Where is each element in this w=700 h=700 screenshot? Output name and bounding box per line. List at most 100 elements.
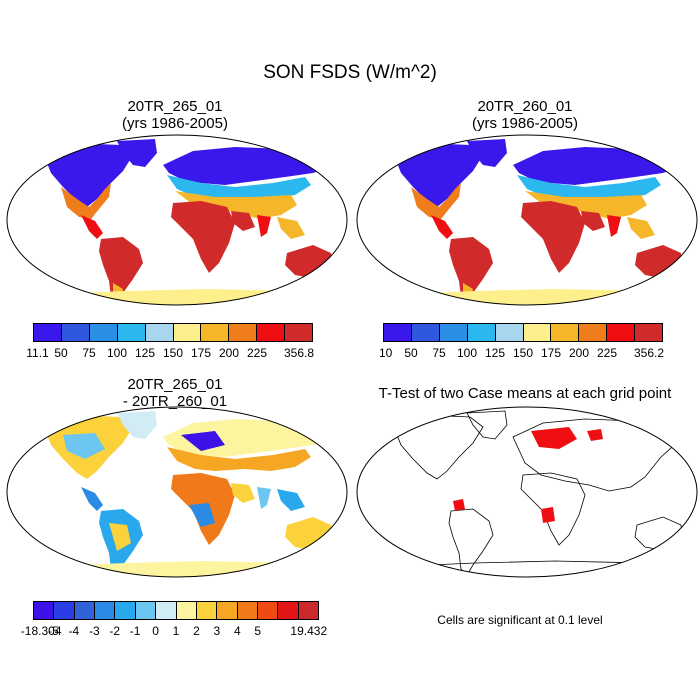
title-line-2: (yrs 1986-2005) (472, 115, 578, 132)
colorbar-swatch (116, 324, 145, 341)
colorbar-swatch (34, 324, 61, 341)
colorbar-tick-label: 5 (254, 624, 262, 638)
colorbar-swatch (155, 602, 176, 619)
colorbar-tick-label: 225 (246, 346, 268, 360)
significant-europe (531, 427, 577, 449)
colorbar-swatch (195, 602, 217, 619)
colorbar-tick-label: 200 (218, 346, 240, 360)
map-bottom-right (356, 406, 698, 578)
north-america-coast (392, 414, 484, 480)
arabia (231, 483, 255, 503)
colorbar-tick-label: -2 (109, 624, 121, 638)
europe-anomaly-cool (181, 431, 225, 451)
north-america-south (61, 183, 111, 219)
colorbar-tick-label: -18.304 (20, 624, 62, 638)
south-america-anomaly-warm (109, 523, 131, 551)
panel-title-bottom-left: 20TR_265_01 - 20TR_260_01 (5, 376, 345, 410)
colorbar-swatch (578, 324, 607, 341)
greenland-coast (466, 410, 508, 440)
colorbar-swatch (494, 324, 523, 341)
colorbar-top-right (383, 323, 663, 342)
colorbar-labels-bottom-left: -18.304 -5 -4 -3 -2 -1 0 1 2 3 4 5 19.432 (21, 624, 327, 638)
significant-asia (587, 429, 603, 441)
map-outline (356, 406, 698, 578)
significant-south-america (453, 499, 465, 511)
north-america (393, 143, 483, 207)
colorbar-swatch (60, 324, 89, 341)
significance-note: Cells are significant at 0.1 level (437, 613, 603, 627)
map-top-right (356, 134, 698, 306)
colorbar-swatch (284, 324, 313, 341)
colorbar-tick-label: 100 (106, 346, 128, 360)
greenland (467, 139, 507, 167)
colorbar-swatch (134, 602, 156, 619)
colorbar-swatch (410, 324, 439, 341)
title-line-2: (yrs 1986-2005) (122, 115, 228, 132)
asia-south (175, 191, 297, 219)
title-line-1: 20TR_260_01 (477, 98, 573, 115)
southeast-asia (627, 217, 655, 239)
southeast-asia (277, 217, 305, 239)
colorbar-tick-label: -1 (129, 624, 141, 638)
colorbar-swatch (522, 324, 551, 341)
colorbar-swatch (114, 602, 135, 619)
colorbar-tick-label: 356.8 (283, 346, 315, 360)
greenland (117, 411, 157, 439)
significant-africa (541, 507, 555, 523)
colorbar-top-left (33, 323, 313, 342)
india (257, 487, 271, 509)
colorbar-labels-top-left: 11.1 50 75 100 125 150 175 200 225 356.8 (26, 346, 315, 360)
arabia (231, 211, 255, 231)
colorbar-swatch (53, 602, 74, 619)
colorbar-tick-label: -5 (48, 624, 59, 638)
colorbar-swatch (94, 602, 115, 619)
colorbar-swatch (175, 602, 196, 619)
figure-title: SON FSDS (W/m^2) (263, 62, 437, 83)
colorbar-tick-label: 2 (193, 624, 200, 638)
india (607, 215, 621, 237)
colorbar-tick-label: 150 (162, 346, 184, 360)
south-america (99, 237, 143, 303)
arabia (581, 211, 605, 231)
colorbar-tick-label: 3 (213, 624, 221, 638)
colorbar-swatch (73, 602, 95, 619)
colorbar-tick-label: 75 (82, 346, 96, 360)
panel-title-bottom-right: T-Test of two Case means at each grid po… (378, 385, 672, 402)
colorbar-tick-label: 225 (596, 346, 618, 360)
greenland (117, 139, 157, 167)
southeast-asia (277, 489, 305, 511)
colorbar-tick-label: 175 (540, 346, 562, 360)
colorbar-tick-label: 150 (512, 346, 534, 360)
colorbar-swatch (550, 324, 579, 341)
central-america (81, 215, 103, 239)
colorbar-tick-label: 50 (54, 346, 68, 360)
north-america-anomaly-cool (63, 433, 105, 459)
north-america (43, 143, 133, 207)
africa-coast (520, 472, 586, 546)
colorbar-tick-label: 10 (378, 346, 393, 360)
colorbar-bottom-left (33, 601, 319, 620)
colorbar-tick-label: 4 (233, 624, 241, 638)
map-top-left (6, 134, 348, 306)
south-america (449, 237, 493, 303)
colorbar-swatch (384, 324, 411, 341)
north-america-south (411, 183, 461, 219)
colorbar-swatch (256, 324, 285, 341)
panel-title-top-left: 20TR_265_01 (yrs 1986-2005) (5, 98, 345, 132)
colorbar-swatch (88, 324, 117, 341)
colorbar-tick-label: 1 (172, 624, 180, 638)
colorbar-swatch (172, 324, 201, 341)
colorbar-swatch (297, 602, 319, 619)
colorbar-tick-label: 11.1 (26, 346, 49, 360)
colorbar-tick-label: 50 (404, 346, 418, 360)
colorbar-swatch (256, 602, 278, 619)
eurasia-coast (512, 418, 682, 492)
colorbar-swatch (438, 324, 467, 341)
title-line-2: - 20TR_260_01 (122, 393, 228, 410)
colorbar-swatch (228, 324, 257, 341)
eurasia-mid (167, 447, 311, 471)
map-outline (6, 134, 348, 306)
africa (171, 201, 235, 273)
colorbar-swatch (216, 602, 237, 619)
colorbar-tick-label: 125 (484, 346, 506, 360)
